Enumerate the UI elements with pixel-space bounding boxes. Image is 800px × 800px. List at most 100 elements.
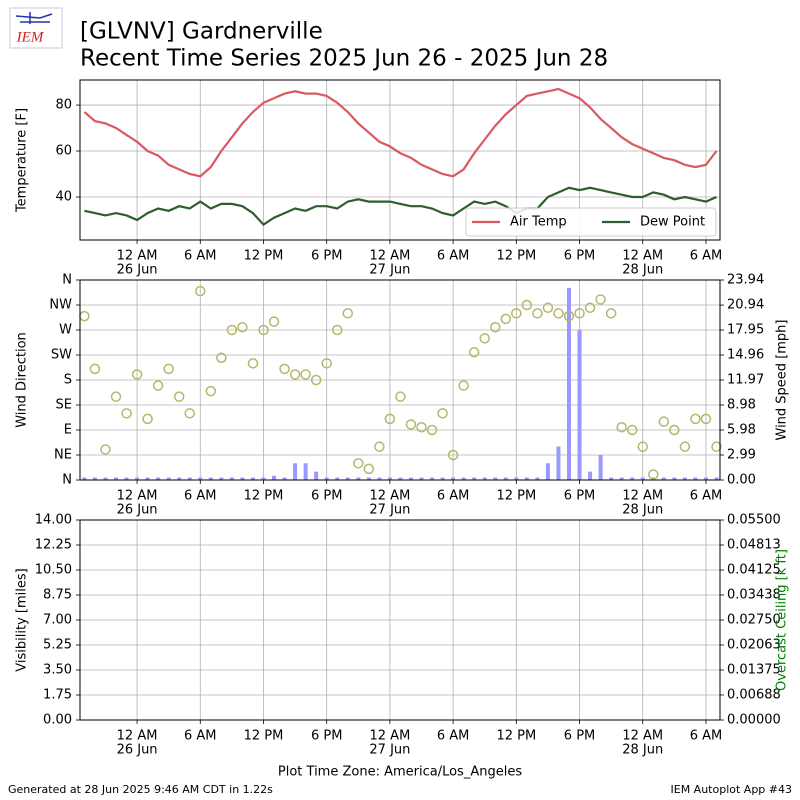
x-tick-label: 6 PM — [564, 729, 595, 744]
y-tick-label: E — [64, 423, 72, 438]
x-tick-label: 12 PM — [244, 249, 284, 264]
x-tick-label: 28 Jun — [622, 503, 663, 518]
bar — [535, 477, 540, 480]
scatter-point — [637, 441, 648, 452]
scatter-point — [226, 324, 238, 336]
scatter-point — [468, 346, 480, 358]
y-tick-label: 1.75 — [43, 688, 72, 703]
scatter-point — [100, 444, 111, 455]
bar — [503, 477, 508, 480]
bar — [566, 287, 571, 480]
y-tick-label: 8.75 — [43, 588, 72, 603]
bar — [124, 477, 129, 480]
x-tick-label: 26 Jun — [117, 743, 158, 758]
scatter-point — [89, 363, 101, 375]
bar — [387, 477, 392, 480]
bar — [451, 477, 456, 480]
bar — [272, 475, 277, 480]
bar — [682, 477, 687, 480]
scatter-point — [616, 421, 627, 433]
bar — [293, 463, 298, 480]
scatter-point — [258, 324, 269, 336]
y2-tick-label: 23.94 — [727, 273, 764, 288]
bar — [703, 477, 708, 480]
bar — [82, 477, 87, 480]
x-tick-label: 6 AM — [690, 249, 723, 264]
x-tick-label: 6 AM — [184, 249, 217, 264]
plot-frame — [79, 519, 721, 721]
bar — [577, 329, 582, 480]
scatter-point — [574, 308, 585, 319]
x-tick-label: 26 Jun — [117, 263, 158, 278]
bar — [219, 477, 224, 480]
subtitle: Recent Time Series 2025 Jun 26 - 2025 Ju… — [80, 46, 608, 72]
y-axis-label: Temperature [F] — [15, 108, 30, 213]
y-tick-label: SE — [56, 398, 72, 413]
scatter-point — [237, 321, 248, 333]
x-tick-label: 26 Jun — [117, 503, 158, 518]
x-tick-label: 27 Jun — [369, 503, 410, 518]
bar — [661, 477, 666, 480]
x-tick-label: 6 PM — [564, 249, 595, 264]
y2-tick-label: 0.01375 — [727, 663, 781, 678]
x-tick-label: 6 PM — [311, 729, 342, 744]
y-axis-label: Wind Direction — [15, 332, 30, 428]
scatter-point — [279, 363, 290, 375]
y-tick-label: NE — [54, 448, 72, 463]
scatter-point — [690, 413, 701, 425]
y2-tick-label: 17.95 — [727, 323, 764, 338]
scatter-point — [384, 413, 396, 425]
bar — [113, 477, 118, 480]
y-tick-label: 12.25 — [35, 538, 72, 553]
bar — [545, 463, 550, 480]
x-tick-label: 12 PM — [496, 729, 536, 744]
scatter-point — [605, 308, 617, 319]
bar — [156, 477, 161, 480]
scatter-point — [405, 419, 417, 430]
logo-box — [9, 7, 63, 49]
bar — [461, 477, 466, 480]
scatter-point — [626, 424, 638, 436]
bar — [345, 477, 350, 480]
bar — [240, 477, 245, 480]
bar — [408, 477, 413, 480]
y2-tick-label: 0.00000 — [727, 713, 781, 728]
y2-axis-label: Wind Speed [mph] — [775, 320, 790, 441]
y2-tick-label: 0.05500 — [727, 513, 781, 528]
scatter-point — [310, 374, 322, 386]
x-tick-label: 12 PM — [496, 249, 536, 264]
logo-graphic — [15, 12, 53, 24]
bar — [672, 477, 677, 480]
bar — [588, 471, 593, 480]
y-tick-label: 5.25 — [43, 638, 72, 653]
line-series — [83, 87, 718, 178]
x-tick-label: 12 AM — [622, 489, 663, 504]
bar — [103, 477, 108, 480]
bar — [314, 471, 319, 480]
bar — [145, 477, 150, 480]
bar — [714, 477, 719, 480]
scatter-point — [511, 308, 522, 319]
legend-box — [465, 207, 717, 237]
x-tick-label: 12 AM — [117, 249, 158, 264]
line-series — [84, 186, 717, 227]
bar — [335, 477, 340, 480]
bar — [514, 477, 519, 480]
scatter-point — [152, 380, 164, 391]
scatter-point — [110, 391, 122, 402]
y2-axis-label: Overcast Ceiling [k ft] — [775, 549, 790, 691]
legend-label: Dew Point — [640, 215, 705, 230]
x-tick-label: 12 PM — [244, 729, 284, 744]
y-tick-label: 60 — [55, 144, 72, 159]
x-tick-label: 12 AM — [622, 729, 663, 744]
bar — [92, 477, 97, 480]
x-tick-label: 6 PM — [311, 489, 342, 504]
scatter-point — [353, 458, 364, 469]
scatter-point — [121, 408, 132, 419]
bar — [430, 477, 435, 480]
scatter-point — [173, 391, 185, 402]
y-tick-label: 0.00 — [43, 713, 72, 728]
x-tick-label: 12 AM — [117, 729, 158, 744]
y-tick-label: 7.00 — [43, 613, 72, 628]
scatter-point — [195, 285, 206, 297]
